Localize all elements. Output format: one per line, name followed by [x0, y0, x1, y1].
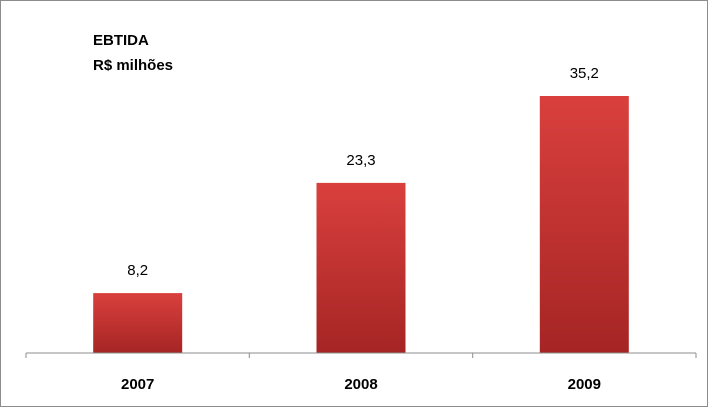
bar-2007: [93, 293, 183, 353]
bar-2008: [316, 182, 406, 353]
data-labels-layer: 8,2 23,3 35,2: [127, 65, 599, 279]
x-tick-label-2007: 2007: [121, 376, 154, 393]
x-axis: [25, 352, 697, 358]
chart-subtitle: R$ milhões: [93, 57, 173, 74]
x-tick-labels: 2007 2008 2009: [121, 376, 601, 393]
data-label-2009: 35,2: [570, 65, 599, 82]
data-label-2008: 23,3: [346, 152, 375, 169]
data-label-2007: 8,2: [127, 262, 148, 279]
x-tick-label-2009: 2009: [568, 376, 601, 393]
bar-2009: [539, 96, 629, 353]
chart-title: EBTIDA: [93, 32, 149, 49]
bars-layer: [93, 96, 629, 353]
x-tick-label-2008: 2008: [344, 376, 377, 393]
